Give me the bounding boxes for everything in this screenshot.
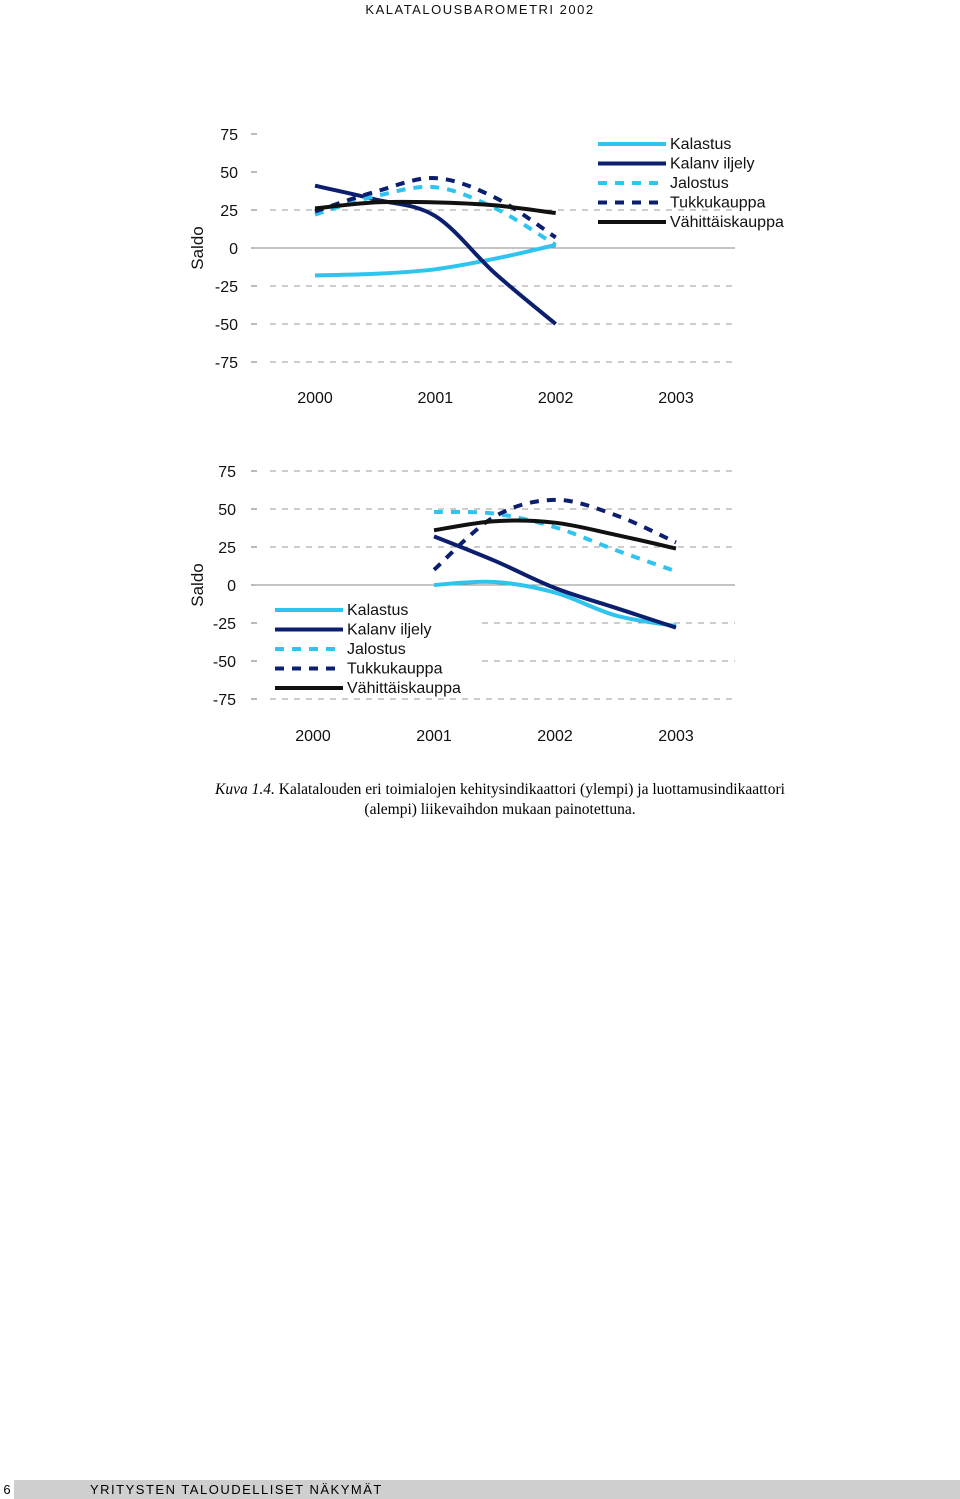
footer-title: YRITYSTEN TALOUDELLISET NÄKYMÄT [90, 1482, 383, 1497]
y-tick-label: -25 [215, 279, 238, 296]
y-tick-label: -50 [215, 317, 238, 334]
series-line-kalastus [433, 579, 677, 628]
y-tick-label: -75 [215, 355, 238, 372]
x-tick-label: 2003 [658, 728, 694, 745]
legend-label: Kalastus [347, 602, 408, 619]
series-line-jalostus [433, 509, 677, 574]
y-axis-title: Saldo [188, 226, 207, 269]
y-tick-label: 50 [220, 165, 238, 182]
legend-label: Vähittäiskauppa [347, 680, 461, 697]
legend-label: Tukkukauppa [347, 661, 443, 678]
upper-chart: 75 50 25 0 -25 -50 -75 Saldo 2000 2001 2002 2003 Kal… [0, 120, 960, 420]
x-tick-label: 2000 [295, 728, 331, 745]
x-tick-label: 2000 [297, 390, 333, 407]
running-header: KALATALOUSBAROMETRI 2002 [365, 2, 595, 17]
y-tick-label: 75 [218, 464, 236, 481]
x-tick-label: 2001 [418, 390, 454, 407]
series-line-kalanv-iljely [314, 183, 557, 326]
caption-text: Kalatalouden eri toimialojen kehitysindi… [278, 781, 785, 818]
legend-label: Tukkukauppa [670, 195, 766, 212]
x-tick-label: 2002 [537, 728, 573, 745]
series-line-jalostus [314, 184, 557, 247]
x-tick-label: 2001 [416, 728, 452, 745]
legend: Kalastus Kalanv iljely Jalostus Tukkukauppa… [275, 602, 461, 697]
legend: Kalastus Kalanv iljely Jalostus Tukkukauppa… [598, 136, 784, 231]
page-number: 6 [0, 1480, 14, 1499]
series-line-kalanv-iljely [433, 534, 677, 630]
y-tick-label: -50 [213, 654, 236, 671]
legend-label: Kalanv iljely [670, 156, 754, 173]
series-line-kalastus [314, 243, 557, 278]
y-tick-label: -75 [213, 692, 236, 709]
y-tick-label: 0 [227, 578, 236, 595]
y-tick-label: 75 [220, 127, 238, 144]
legend-label: Kalastus [670, 136, 731, 153]
y-tick-label: 0 [229, 241, 238, 258]
y-tick-label: 25 [218, 540, 236, 557]
y-axis-title: Saldo [188, 563, 207, 606]
series-line-tukkukauppa [314, 176, 557, 240]
series-line-vähittäiskauppa [433, 518, 677, 551]
legend-label: Jalostus [670, 175, 729, 192]
page-footer: 6 YRITYSTEN TALOUDELLISET NÄKYMÄT [0, 1480, 960, 1499]
lower-chart: 75 50 25 0 -25 -50 -75 Saldo 2000 2001 2002 2003 Kal… [0, 455, 960, 755]
legend-label: Kalanv iljely [347, 622, 431, 639]
series-line-tukkukauppa [432, 497, 677, 572]
series-line-vähittäiskauppa [314, 199, 556, 215]
caption-label: Kuva 1.4. [215, 781, 275, 798]
figure-caption: Kuva 1.4. Kalatalouden eri toimialojen k… [200, 780, 800, 820]
y-tick-label: -25 [213, 616, 236, 633]
y-tick-label: 50 [218, 502, 236, 519]
x-tick-label: 2002 [538, 390, 574, 407]
x-tick-label: 2003 [658, 390, 694, 407]
y-tick-label: 25 [220, 203, 238, 220]
legend-label: Jalostus [347, 641, 406, 658]
legend-label: Vähittäiskauppa [670, 214, 784, 231]
